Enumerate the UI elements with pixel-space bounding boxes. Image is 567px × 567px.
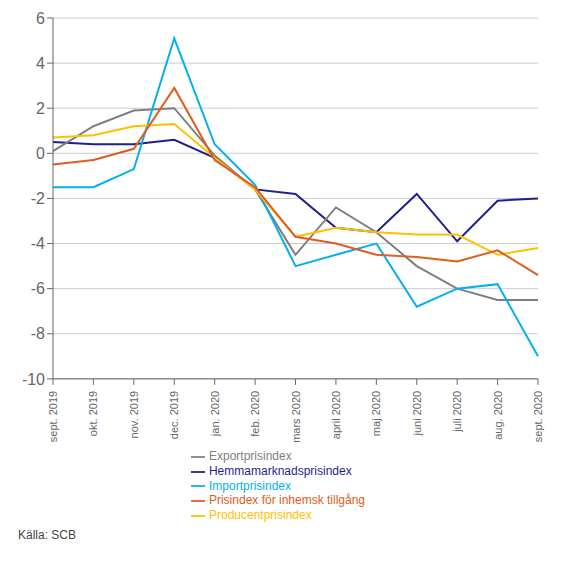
svg-text:-6: -6 [31,280,45,297]
svg-text:jan. 2020: jan. 2020 [209,391,221,437]
html-text:Producentprisindex: Producentprisindex [209,508,312,523]
svg-text:aug. 2020: aug. 2020 [492,391,504,440]
svg-text:6: 6 [36,10,45,27]
html-text:Exportprisindex: Exportprisindex [209,448,292,463]
svg-text:-4: -4 [31,235,45,252]
svg-text:okt. 2019: okt. 2019 [87,391,99,436]
svg-text:feb. 2020: feb. 2020 [249,391,261,437]
html-text:Hemmamarknadsprisindex: Hemmamarknadsprisindex [209,463,352,478]
svg-text:4: 4 [36,55,45,72]
svg-text:-10: -10 [22,371,45,388]
svg-text:dec. 2019: dec. 2019 [168,391,180,439]
svg-text:-2: -2 [31,190,45,207]
svg-text:maj 2020: maj 2020 [370,391,382,436]
svg-text:-8: -8 [31,325,45,342]
html-text:Källa: SCB: Källa: SCB [18,528,76,542]
svg-text:0: 0 [36,145,45,162]
svg-text:sept. 2019: sept. 2019 [47,391,59,442]
svg-text:mars 2020: mars 2020 [290,391,302,443]
svg-text:nov. 2019: nov. 2019 [128,391,140,439]
html-text:Prisindex för inhemsk tillgång: Prisindex för inhemsk tillgång [209,493,365,508]
svg-text:juni 2020: juni 2020 [411,391,423,437]
svg-text:juli 2020: juli 2020 [451,391,463,433]
svg-text:2: 2 [36,100,45,117]
html-text:Importprisindex: Importprisindex [209,478,291,493]
svg-text:sept. 2020: sept. 2020 [532,391,544,442]
svg-text:april 2020: april 2020 [330,391,342,439]
